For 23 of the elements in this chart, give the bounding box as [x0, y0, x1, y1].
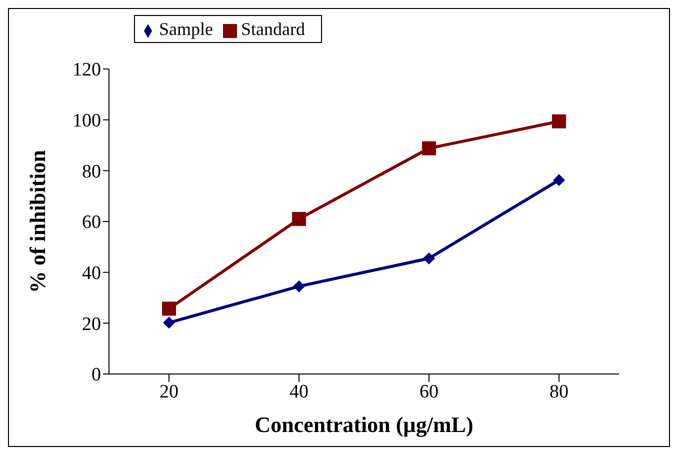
- x-tick-label: 60: [420, 381, 438, 402]
- point: [293, 280, 305, 292]
- y-tick-label: 0: [92, 364, 101, 386]
- y-tick-label: 120: [72, 60, 101, 81]
- legend-label: Standard: [241, 19, 305, 39]
- y-axis-title: % of inhibition: [24, 150, 50, 294]
- point: [292, 212, 306, 226]
- y-tick-label: 20: [82, 314, 101, 335]
- y-tick-label: 40: [82, 263, 101, 284]
- point: [553, 174, 565, 186]
- point: [423, 252, 435, 264]
- y-tick-label: 60: [82, 212, 101, 234]
- y-tick-label: 80: [82, 161, 101, 182]
- point: [422, 141, 436, 156]
- x-tick-label: 40: [290, 381, 308, 402]
- legend-label: Sample: [159, 19, 213, 39]
- x-tick-label: 20: [160, 381, 178, 402]
- point: [552, 114, 566, 128]
- x-tick-label: 80: [550, 381, 568, 402]
- y-tick-label: 100: [72, 110, 101, 132]
- point: [163, 316, 175, 329]
- point: [162, 302, 176, 316]
- x-axis-title: Concentration (µg/mL): [254, 412, 474, 437]
